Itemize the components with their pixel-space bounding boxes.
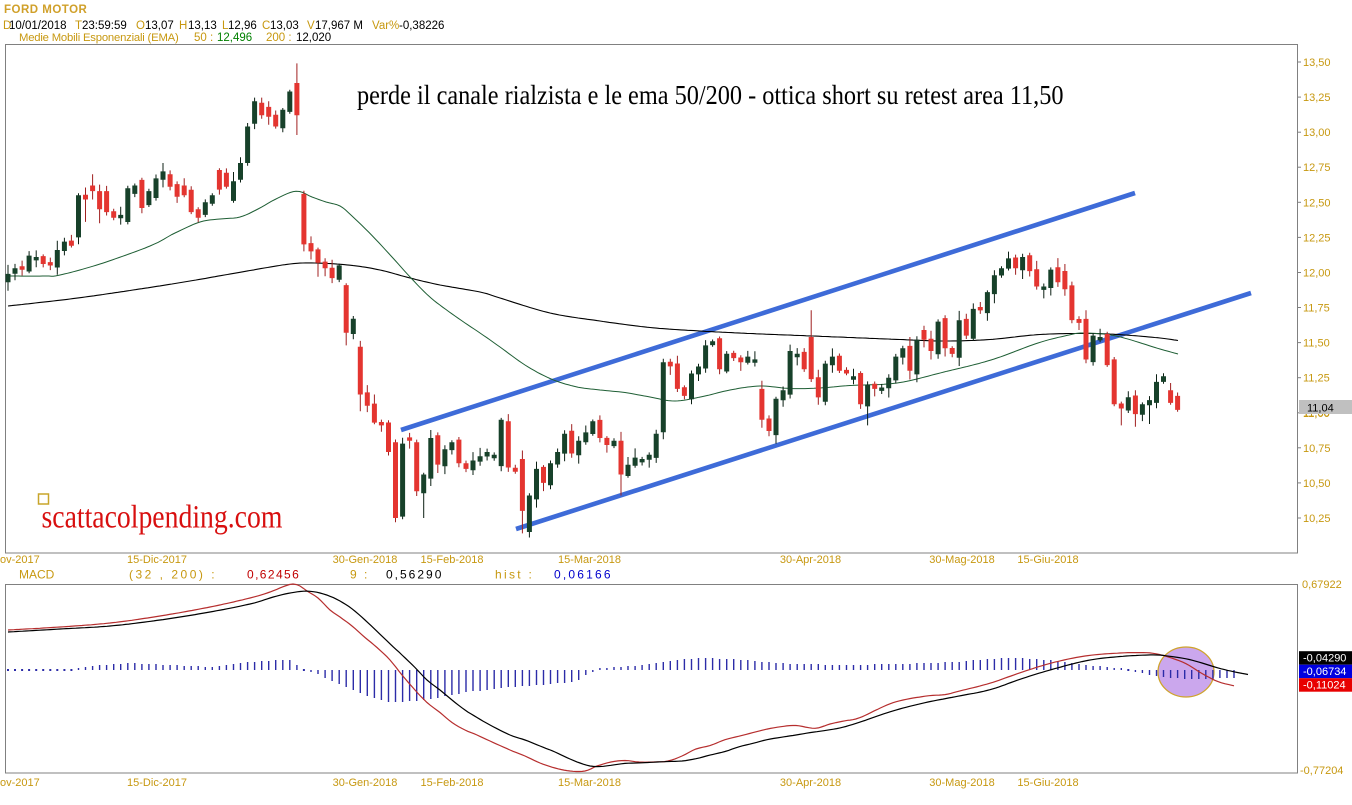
svg-text:11,04: 11,04 xyxy=(1307,403,1334,415)
svg-text:30-Gen-2018: 30-Gen-2018 xyxy=(333,777,398,789)
svg-text:-0,06734: -0,06734 xyxy=(1303,666,1346,678)
svg-text:30-Mag-2018: 30-Mag-2018 xyxy=(929,777,994,789)
svg-text:V: V xyxy=(307,20,315,32)
svg-text:D: D xyxy=(3,20,11,32)
svg-text:Var%: Var% xyxy=(372,20,399,32)
svg-text:13,13: 13,13 xyxy=(188,20,217,32)
svg-text:15-Feb-2018: 15-Feb-2018 xyxy=(421,554,484,566)
svg-text:12,50: 12,50 xyxy=(1303,197,1331,209)
svg-text:ov-2017: ov-2017 xyxy=(0,777,40,789)
svg-text:FORD MOTOR: FORD MOTOR xyxy=(4,4,88,16)
svg-text:0,06166: 0,06166 xyxy=(554,568,613,582)
svg-text:10,75: 10,75 xyxy=(1303,443,1331,455)
svg-text:12,496: 12,496 xyxy=(217,32,252,44)
svg-text:9 :: 9 : xyxy=(350,568,369,582)
svg-text:hist :: hist : xyxy=(495,568,534,582)
svg-text:O: O xyxy=(136,20,145,32)
svg-text:H: H xyxy=(179,20,187,32)
svg-text:15-Giu-2018: 15-Giu-2018 xyxy=(1017,554,1078,566)
svg-text:scattacolpending.com: scattacolpending.com xyxy=(42,498,283,535)
svg-text:15-Feb-2018: 15-Feb-2018 xyxy=(421,777,484,789)
svg-text:(32 , 200) :: (32 , 200) : xyxy=(129,568,217,582)
svg-text:30-Gen-2018: 30-Gen-2018 xyxy=(333,554,398,566)
svg-text:13,07: 13,07 xyxy=(145,20,174,32)
svg-text:13,50: 13,50 xyxy=(1303,57,1331,69)
svg-text:15-Giu-2018: 15-Giu-2018 xyxy=(1017,777,1078,789)
svg-text:23:59:59: 23:59:59 xyxy=(82,20,127,32)
svg-text:MACD: MACD xyxy=(19,568,55,582)
svg-text:30-Apr-2018: 30-Apr-2018 xyxy=(780,554,841,566)
svg-text:11,25: 11,25 xyxy=(1303,373,1330,385)
svg-text:-0,77204: -0,77204 xyxy=(1300,765,1343,777)
svg-text:13,00: 13,00 xyxy=(1303,127,1331,139)
svg-text:-0,04290: -0,04290 xyxy=(1303,653,1346,665)
svg-text:11,75: 11,75 xyxy=(1303,303,1330,315)
svg-text:15-Mar-2018: 15-Mar-2018 xyxy=(558,777,621,789)
svg-text:10/01/2018: 10/01/2018 xyxy=(9,20,67,32)
svg-text:ov-2017: ov-2017 xyxy=(0,554,40,566)
svg-text:L: L xyxy=(222,20,229,32)
svg-text:17,967 M: 17,967 M xyxy=(315,20,363,32)
svg-text:15-Dic-2017: 15-Dic-2017 xyxy=(127,554,187,566)
svg-text:12,020: 12,020 xyxy=(296,32,331,44)
svg-text:-0,38226: -0,38226 xyxy=(399,20,444,32)
svg-text:10,50: 10,50 xyxy=(1303,478,1331,490)
svg-text:200 :: 200 : xyxy=(266,32,292,44)
svg-text:0,56290: 0,56290 xyxy=(386,568,443,582)
svg-text:Medie Mobili Esponenziali (EMA: Medie Mobili Esponenziali (EMA) xyxy=(19,32,179,44)
svg-text:30-Apr-2018: 30-Apr-2018 xyxy=(780,777,841,789)
svg-text:12,96: 12,96 xyxy=(228,20,257,32)
svg-text:15-Dic-2017: 15-Dic-2017 xyxy=(127,777,187,789)
svg-text:12,25: 12,25 xyxy=(1303,232,1331,244)
svg-text:12,00: 12,00 xyxy=(1303,267,1331,279)
svg-text:30-Mag-2018: 30-Mag-2018 xyxy=(929,554,994,566)
svg-text:10,25: 10,25 xyxy=(1303,513,1331,525)
svg-text:C: C xyxy=(262,20,270,32)
svg-text:perde il canale rialzista e le: perde il canale rialzista e le ema 50/20… xyxy=(357,80,1064,110)
svg-text:-0,11024: -0,11024 xyxy=(1303,680,1346,692)
svg-text:13,03: 13,03 xyxy=(270,20,299,32)
svg-text:0,62456: 0,62456 xyxy=(247,568,300,582)
svg-text:15-Mar-2018: 15-Mar-2018 xyxy=(558,554,621,566)
svg-text:12,75: 12,75 xyxy=(1303,162,1331,174)
svg-text:13,25: 13,25 xyxy=(1303,92,1331,104)
svg-text:11,50: 11,50 xyxy=(1303,338,1330,350)
svg-text:0,67922: 0,67922 xyxy=(1302,579,1342,591)
svg-text:50 :: 50 : xyxy=(194,32,213,44)
svg-text:T: T xyxy=(75,20,82,32)
